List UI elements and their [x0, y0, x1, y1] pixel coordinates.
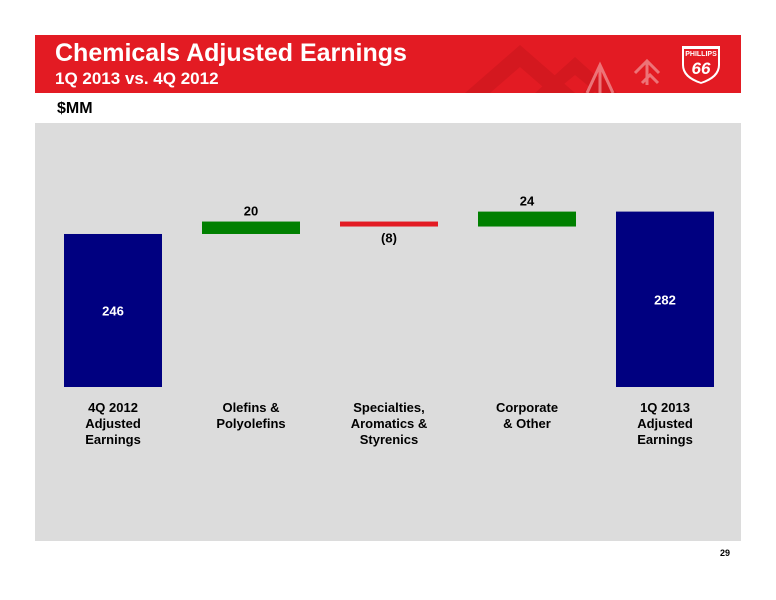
waterfall-chart: 246 4Q 2012 Adjusted Earnings 20 Olefins & Pol…	[64, 194, 714, 447]
bar-2	[202, 221, 300, 234]
bar-5	[616, 211, 714, 387]
category-label-5: 1Q 2013 Adjusted Earnings	[637, 400, 693, 447]
arrow-pattern-decoration	[465, 45, 661, 93]
data-label-3: (8)	[381, 231, 397, 246]
bar-4	[478, 211, 576, 227]
data-label-5: 282	[654, 292, 676, 307]
units-label: $MM	[57, 100, 93, 117]
logo-text-number: 66	[692, 59, 711, 78]
page-title: Chemicals Adjusted Earnings	[55, 39, 407, 67]
bar-1	[64, 233, 162, 387]
chart-panel: 246 4Q 2012 Adjusted Earnings 20 Olefins & Pol…	[35, 123, 741, 541]
page-subtitle: 1Q 2013 vs. 4Q 2012	[55, 69, 219, 88]
bar-3	[340, 221, 438, 227]
header-band: Chemicals Adjusted Earnings 1Q 2013 vs. …	[35, 35, 741, 93]
category-label-4: Corporate & Other	[496, 400, 558, 431]
data-label-2: 20	[244, 204, 258, 219]
data-label-1: 246	[102, 303, 124, 318]
category-label-1: 4Q 2012 Adjusted Earnings	[85, 400, 141, 447]
category-label-2: Olefins & Polyolefins	[216, 400, 285, 431]
data-label-4: 24	[520, 194, 535, 209]
phillips-66-logo: PHILLIPS 66	[680, 44, 722, 87]
page-number: 29	[720, 548, 731, 558]
logo-text-top: PHILLIPS	[685, 51, 717, 58]
category-label-3: Specialties, Aromatics & Styrenics	[351, 400, 428, 447]
